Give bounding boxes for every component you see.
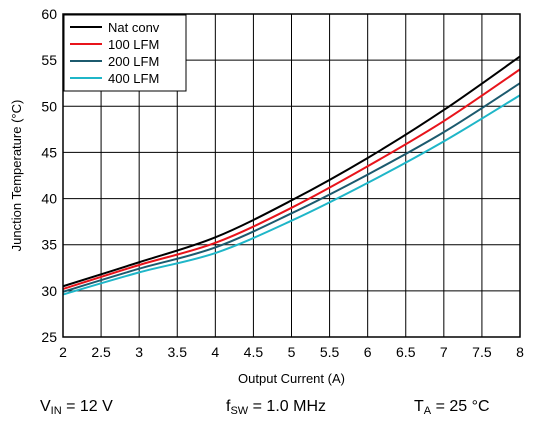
fsw-subscript: SW <box>230 405 249 417</box>
y-tick-label: 55 <box>41 52 57 68</box>
legend-label-100-lfm: 100 LFM <box>108 37 159 52</box>
plot-frame <box>62 13 521 338</box>
x-tick-label: 5.5 <box>320 344 340 360</box>
x-tick-label: 2 <box>59 344 67 360</box>
y-tick-label: 50 <box>41 98 57 114</box>
legend: Nat conv 100 LFM 200 LFM 400 LFM <box>63 14 187 92</box>
y-tick-label: 25 <box>41 329 57 345</box>
vin-condition: VIN = 12 V <box>40 398 113 417</box>
legend-label-200-lfm: 200 LFM <box>108 54 159 69</box>
test-conditions: VIN = 12 V fSW = 1.0 MHz TA = 25 °C <box>0 398 541 420</box>
y-tick-label: 30 <box>41 283 57 299</box>
ta-value: = 25 °C <box>431 398 490 415</box>
y-tick-labels: 25 30 35 40 45 50 55 60 <box>41 6 57 345</box>
x-tick-label: 6.5 <box>396 344 416 360</box>
junction-temperature-chart: 2 2.5 3 3.5 4 4.5 5 5.5 6 6.5 7 7.5 8 25 30 35 40 45 50 55… <box>9 6 524 386</box>
vin-symbol: V <box>40 398 51 415</box>
ta-symbol: T <box>414 398 424 415</box>
y-tick-label: 40 <box>41 191 57 207</box>
x-tick-label: 4.5 <box>244 344 264 360</box>
y-tick-label: 45 <box>41 144 57 160</box>
series-line-nat-conv <box>62 55 521 288</box>
x-tick-label: 6 <box>364 344 372 360</box>
vin-value: = 12 V <box>61 398 113 415</box>
x-tick-label: 4 <box>211 344 219 360</box>
x-tick-label: 7.5 <box>472 344 492 360</box>
x-tick-labels: 2 2.5 3 3.5 4 4.5 5 5.5 6 6.5 7 7.5 8 <box>59 344 524 360</box>
legend-label-nat-conv: Nat conv <box>108 20 160 35</box>
legend-label-400-lfm: 400 LFM <box>108 71 159 86</box>
series-lines <box>62 55 521 296</box>
x-tick-label: 7 <box>440 344 448 360</box>
fsw-condition: fSW = 1.0 MHz <box>226 398 326 417</box>
fsw-value: = 1.0 MHz <box>248 398 326 415</box>
series-line-400-lfm <box>62 94 521 296</box>
x-tick-label: 5 <box>288 344 296 360</box>
ta-condition: TA = 25 °C <box>414 398 490 417</box>
x-tick-label: 3 <box>135 344 143 360</box>
x-tick-label: 8 <box>516 344 524 360</box>
x-axis-label: Output Current (A) <box>238 371 345 386</box>
vin-subscript: IN <box>50 405 62 417</box>
x-tick-label: 2.5 <box>91 344 111 360</box>
y-tick-label: 35 <box>41 237 57 253</box>
ta-subscript: A <box>423 405 432 417</box>
series-line-200-lfm <box>62 82 521 293</box>
y-axis-label: Junction Temperature (°C) <box>9 100 24 252</box>
series-line-100-lfm <box>62 68 521 290</box>
fsw-symbol: f <box>226 398 231 415</box>
y-tick-label: 60 <box>41 6 57 22</box>
x-tick-label: 3.5 <box>168 344 188 360</box>
